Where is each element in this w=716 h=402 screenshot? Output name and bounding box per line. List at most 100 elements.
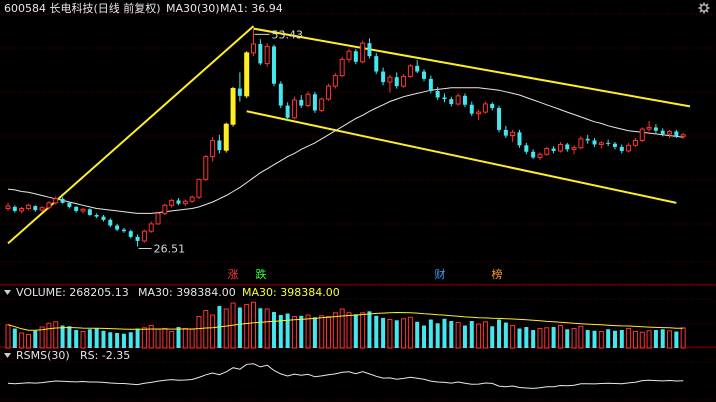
candlestick xyxy=(223,122,229,153)
candle-body xyxy=(19,208,25,212)
candlestick xyxy=(67,202,72,209)
candlestick xyxy=(101,214,106,222)
volume-bar xyxy=(537,328,543,349)
candle-body xyxy=(291,99,297,119)
candle-body xyxy=(544,148,550,155)
volume-bar xyxy=(258,308,263,348)
volume-collapse-icon[interactable] xyxy=(3,288,12,297)
candlestick xyxy=(39,206,45,212)
candlestick xyxy=(278,81,283,109)
candlestick xyxy=(46,201,52,210)
candle-body xyxy=(490,103,495,109)
gear-icon[interactable] xyxy=(698,2,710,14)
candlestick xyxy=(230,86,236,127)
candlestick xyxy=(80,207,86,214)
candlestick xyxy=(428,75,433,94)
candle-body xyxy=(626,144,632,152)
volume-bar xyxy=(565,329,570,348)
volume-bar xyxy=(524,327,529,348)
volume-bar xyxy=(674,331,679,348)
candlestick xyxy=(401,73,407,88)
volume-bar xyxy=(46,322,52,349)
candlestick xyxy=(537,152,543,160)
trendline xyxy=(7,25,255,245)
volume-bar xyxy=(592,330,597,348)
candle-body xyxy=(482,103,488,113)
candlestick xyxy=(394,72,399,89)
candle-body xyxy=(381,71,386,83)
candle-body xyxy=(169,199,175,206)
volume-bar xyxy=(67,326,72,348)
candle-body xyxy=(407,65,413,77)
event-marker-die[interactable]: 跌 xyxy=(255,268,267,281)
candlestick xyxy=(264,43,270,67)
candle-body xyxy=(551,148,556,151)
rsms-line xyxy=(7,363,684,389)
candlestick xyxy=(115,223,120,232)
candlestick xyxy=(128,229,133,239)
candlestick xyxy=(33,205,38,212)
candle-body xyxy=(367,43,372,57)
volume-bar xyxy=(401,318,407,349)
candlestick xyxy=(517,129,522,148)
candle-body xyxy=(264,45,270,64)
volume-bar xyxy=(544,327,550,349)
candle-body xyxy=(667,131,673,135)
candle-body xyxy=(632,139,638,146)
candle-body xyxy=(428,78,433,91)
volume-bar xyxy=(353,314,358,348)
volume-bar xyxy=(407,316,413,349)
volume-label: VOLUME: 268205.13 xyxy=(16,286,129,299)
candlestick xyxy=(360,40,366,64)
volume-bar xyxy=(626,328,632,349)
rsms-collapse-icon[interactable] xyxy=(3,351,12,360)
volume-bar xyxy=(169,331,175,349)
candlestick xyxy=(476,109,482,121)
event-marker-cai[interactable]: 财 xyxy=(434,268,446,281)
volume-bar xyxy=(74,330,79,348)
candlestick xyxy=(557,142,563,153)
candlestick xyxy=(189,195,195,203)
volume-ma30-label: MA30: 398384.00 xyxy=(138,286,236,299)
candlestick xyxy=(135,234,140,247)
candle-body xyxy=(94,214,99,217)
volume-bar xyxy=(387,319,393,349)
trendline xyxy=(246,110,677,204)
candlestick xyxy=(497,105,502,133)
rsms-layer xyxy=(7,363,684,389)
candle-body xyxy=(33,206,38,211)
candle-body xyxy=(537,153,543,158)
candlestick xyxy=(148,221,154,233)
candle-body xyxy=(203,156,209,180)
volume-bar xyxy=(346,312,352,349)
volume-bar xyxy=(278,315,283,348)
candle-body xyxy=(155,212,161,225)
volume-bar xyxy=(271,312,276,348)
volume-bar xyxy=(503,322,508,348)
candle-body xyxy=(223,123,229,151)
volume-bar xyxy=(551,327,556,348)
candlestick xyxy=(74,206,79,213)
candlestick xyxy=(346,48,352,63)
candle-body xyxy=(217,140,222,151)
volume-ma30-highlight: MA30: 398384.00 xyxy=(242,286,340,299)
candlestick xyxy=(612,142,617,150)
volume-bar xyxy=(332,312,338,349)
candle-body xyxy=(612,143,617,147)
candlestick xyxy=(5,202,11,211)
volume-bar xyxy=(374,315,379,348)
candle-body xyxy=(53,198,59,204)
trendline xyxy=(253,27,691,108)
volume-bar xyxy=(632,331,638,349)
candle-body xyxy=(135,236,140,241)
volume-bar xyxy=(189,328,195,349)
event-marker-zhang[interactable]: 涨 xyxy=(227,268,239,281)
candle-body xyxy=(80,208,86,212)
volume-bar xyxy=(141,327,147,349)
candle-body xyxy=(469,104,474,114)
event-marker-bang[interactable]: 榜 xyxy=(491,268,503,281)
candlestick xyxy=(639,127,645,143)
candlestick xyxy=(606,139,611,147)
candle-body xyxy=(435,90,440,98)
candlestick xyxy=(510,129,516,143)
